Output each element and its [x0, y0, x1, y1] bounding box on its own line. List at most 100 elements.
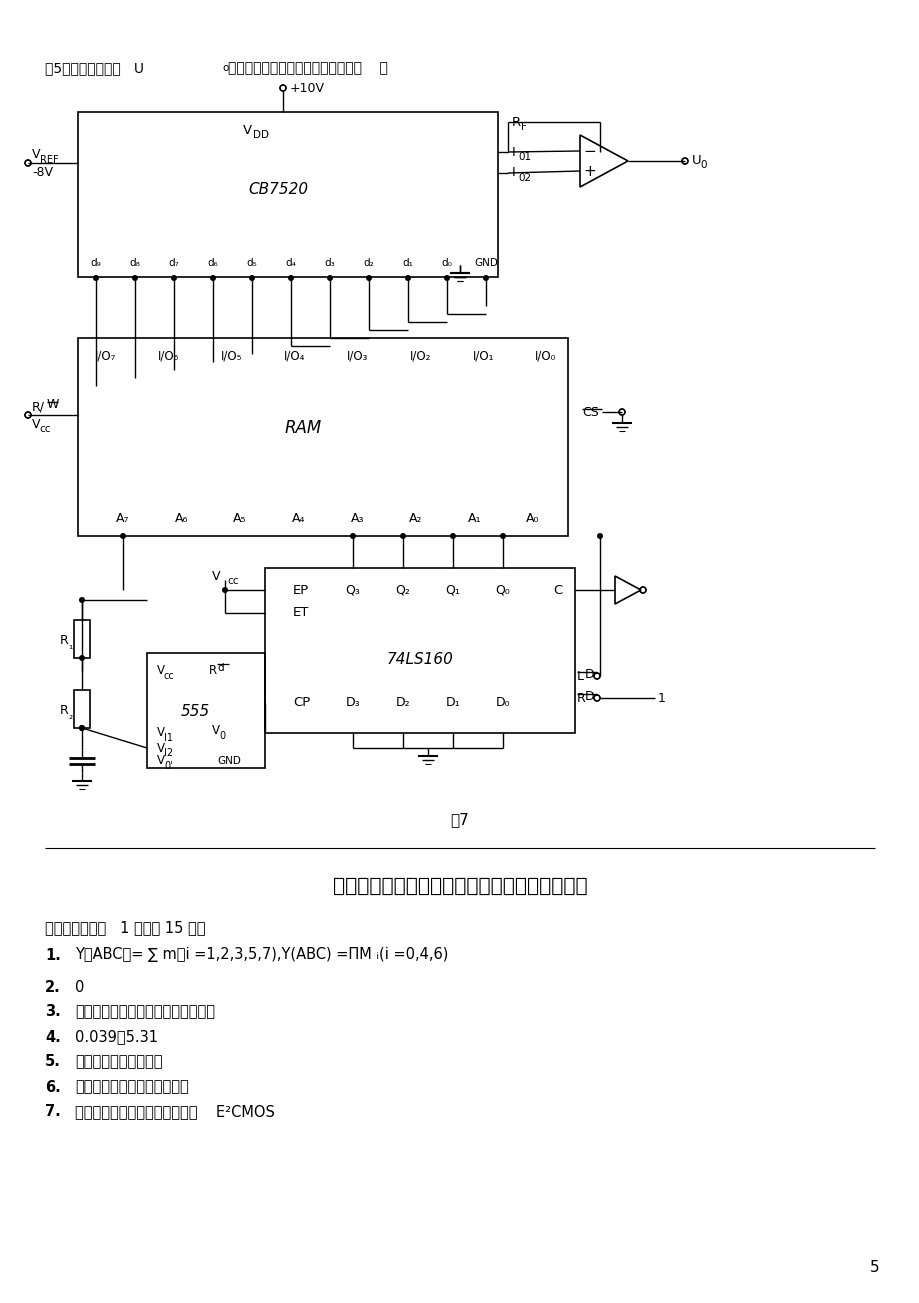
- Text: V: V: [157, 741, 165, 754]
- Text: V: V: [157, 754, 165, 767]
- Bar: [74, 620, 90, 658]
- Text: 6.: 6.: [45, 1079, 61, 1095]
- Text: d₇: d₇: [168, 258, 179, 268]
- Text: D₂: D₂: [395, 697, 410, 710]
- Text: I: I: [512, 146, 516, 159]
- Text: 的波形图（要求画一个完整的循环）    。: 的波形图（要求画一个完整的循环） 。: [228, 61, 388, 76]
- Bar: [78, 337, 567, 536]
- Circle shape: [366, 275, 371, 281]
- Circle shape: [171, 275, 176, 281]
- Text: A₆: A₆: [175, 512, 188, 525]
- Text: 0: 0: [219, 731, 225, 741]
- Text: d₉: d₉: [91, 258, 101, 268]
- Text: 1.: 1.: [45, 947, 61, 963]
- Text: Q₃: Q₃: [346, 584, 360, 597]
- Text: d₁: d₁: [403, 258, 413, 268]
- Text: I/O₁: I/O₁: [471, 349, 494, 362]
- Text: 1: 1: [657, 692, 665, 705]
- Text: L: L: [576, 670, 584, 683]
- Text: D: D: [584, 667, 594, 680]
- Text: +10V: +10V: [289, 82, 324, 95]
- Text: 施密特触发器、单稳态触发器: 施密特触发器、单稳态触发器: [75, 1079, 188, 1095]
- Bar: [74, 691, 90, 728]
- Circle shape: [79, 724, 85, 731]
- Text: A₇: A₇: [116, 512, 130, 525]
- Text: +: +: [583, 163, 596, 179]
- Text: V: V: [211, 569, 220, 582]
- Text: A₃: A₃: [350, 512, 364, 525]
- Circle shape: [596, 533, 602, 539]
- Text: −: −: [583, 143, 596, 159]
- Text: o: o: [221, 63, 228, 73]
- Text: ₂: ₂: [68, 711, 72, 721]
- Text: 图7: 图7: [450, 813, 469, 827]
- Text: d₅: d₅: [246, 258, 257, 268]
- Text: V: V: [211, 724, 220, 737]
- Text: A₀: A₀: [526, 512, 539, 525]
- Text: d₂: d₂: [363, 258, 374, 268]
- Text: I/O₆: I/O₆: [158, 349, 179, 362]
- Circle shape: [404, 275, 411, 281]
- Circle shape: [79, 655, 85, 661]
- Circle shape: [221, 586, 228, 593]
- Text: R: R: [512, 116, 520, 129]
- Circle shape: [79, 724, 85, 731]
- Text: 0.039、5.31: 0.039、5.31: [75, 1029, 158, 1045]
- Text: F: F: [520, 122, 527, 132]
- Text: 0': 0': [164, 761, 173, 771]
- Text: 01: 01: [517, 152, 530, 162]
- Text: R: R: [576, 692, 585, 705]
- Text: CB7520: CB7520: [247, 182, 308, 198]
- Text: I/O₅: I/O₅: [221, 349, 242, 362]
- Text: U: U: [691, 155, 701, 168]
- Circle shape: [210, 275, 216, 281]
- Text: R: R: [60, 704, 69, 717]
- Text: EP: EP: [292, 584, 309, 597]
- Text: REF: REF: [40, 155, 59, 165]
- Text: cc: cc: [164, 671, 175, 681]
- Text: Q₁: Q₁: [445, 584, 460, 597]
- Text: I: I: [512, 167, 516, 180]
- Text: Q₂: Q₂: [395, 584, 410, 597]
- Text: 0: 0: [75, 980, 85, 994]
- Circle shape: [444, 275, 449, 281]
- Text: d₃: d₃: [324, 258, 335, 268]
- Text: 地址译码器、存储矩阵、输出缓冲器: 地址译码器、存储矩阵、输出缓冲器: [75, 1005, 215, 1019]
- Text: 一、填空（每空   1 分，共 15 分）: 一、填空（每空 1 分，共 15 分）: [45, 920, 205, 936]
- Text: Y（ABC）= ∑ m（i =1,2,3,5,7),Y(ABC) =ΠM ᵢ(i =0,4,6): Y（ABC）= ∑ m（i =1,2,3,5,7),Y(ABC) =ΠM ᵢ(i…: [75, 947, 448, 963]
- Text: A₅: A₅: [233, 512, 246, 525]
- Text: （5）画出输出电压   U: （5）画出输出电压 U: [45, 61, 144, 76]
- Bar: [147, 653, 265, 767]
- Text: Q₀: Q₀: [495, 584, 510, 597]
- Circle shape: [326, 275, 333, 281]
- Text: d₀: d₀: [441, 258, 452, 268]
- Text: d₄: d₄: [285, 258, 296, 268]
- Text: C: C: [552, 584, 562, 597]
- Bar: [78, 112, 497, 278]
- Circle shape: [93, 275, 99, 281]
- Text: D₀: D₀: [495, 697, 510, 710]
- Text: V: V: [243, 124, 252, 137]
- Text: I/O₇: I/O₇: [96, 349, 117, 362]
- Circle shape: [349, 533, 356, 539]
- Text: I/O₃: I/O₃: [346, 349, 368, 362]
- Text: C̄S̄: C̄S̄: [582, 405, 598, 418]
- Text: A₁: A₁: [467, 512, 481, 525]
- Text: 3.: 3.: [45, 1005, 61, 1019]
- Text: -8V: -8V: [32, 167, 53, 180]
- Text: cc: cc: [39, 423, 51, 434]
- Text: R: R: [209, 665, 217, 678]
- Text: A₄: A₄: [291, 512, 305, 525]
- Text: 2.: 2.: [45, 980, 61, 994]
- Text: W: W: [47, 399, 60, 412]
- Circle shape: [449, 533, 456, 539]
- Text: I/O₀: I/O₀: [535, 349, 556, 362]
- Circle shape: [119, 533, 126, 539]
- Text: D: D: [584, 689, 594, 702]
- Text: I/O₂: I/O₂: [409, 349, 430, 362]
- Text: I/O₄: I/O₄: [284, 349, 305, 362]
- Text: D₃: D₃: [346, 697, 360, 710]
- Text: I2: I2: [164, 748, 173, 758]
- Text: 《数字电子计数基础》试题（第一套）参考答案: 《数字电子计数基础》试题（第一套）参考答案: [333, 877, 586, 895]
- Text: ₁: ₁: [68, 641, 73, 652]
